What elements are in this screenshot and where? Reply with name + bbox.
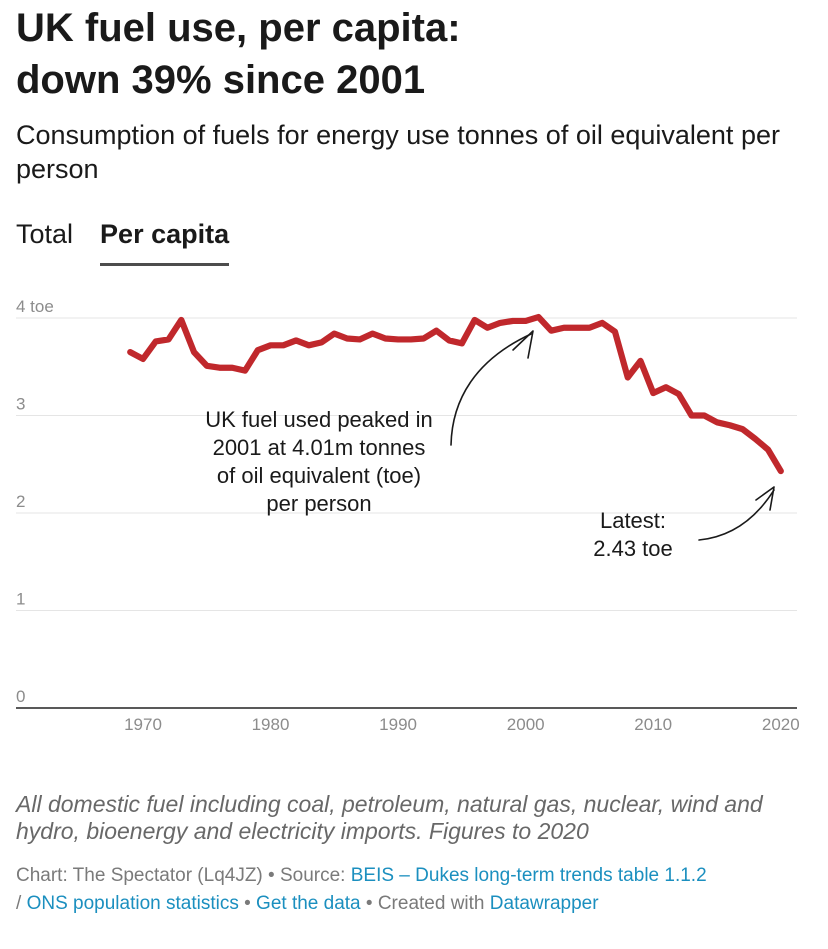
svg-text:2001 at 4.01m tonnes: 2001 at 4.01m tonnes (213, 435, 426, 460)
svg-text:1970: 1970 (124, 715, 162, 734)
svg-text:Latest:: Latest: (600, 508, 666, 533)
svg-text:2020: 2020 (762, 715, 800, 734)
svg-text:2: 2 (16, 492, 25, 511)
svg-text:per person: per person (266, 491, 371, 516)
svg-text:4 toe: 4 toe (16, 297, 54, 316)
svg-text:3: 3 (16, 395, 25, 414)
svg-text:2000: 2000 (507, 715, 545, 734)
svg-text:UK fuel used peaked in: UK fuel used peaked in (205, 407, 433, 432)
svg-text:of oil equivalent (toe): of oil equivalent (toe) (217, 463, 421, 488)
svg-text:1: 1 (16, 590, 25, 609)
svg-text:1980: 1980 (252, 715, 290, 734)
svg-text:2010: 2010 (634, 715, 672, 734)
svg-text:0: 0 (16, 687, 25, 706)
svg-text:1990: 1990 (379, 715, 417, 734)
svg-text:2.43 toe: 2.43 toe (593, 536, 673, 561)
